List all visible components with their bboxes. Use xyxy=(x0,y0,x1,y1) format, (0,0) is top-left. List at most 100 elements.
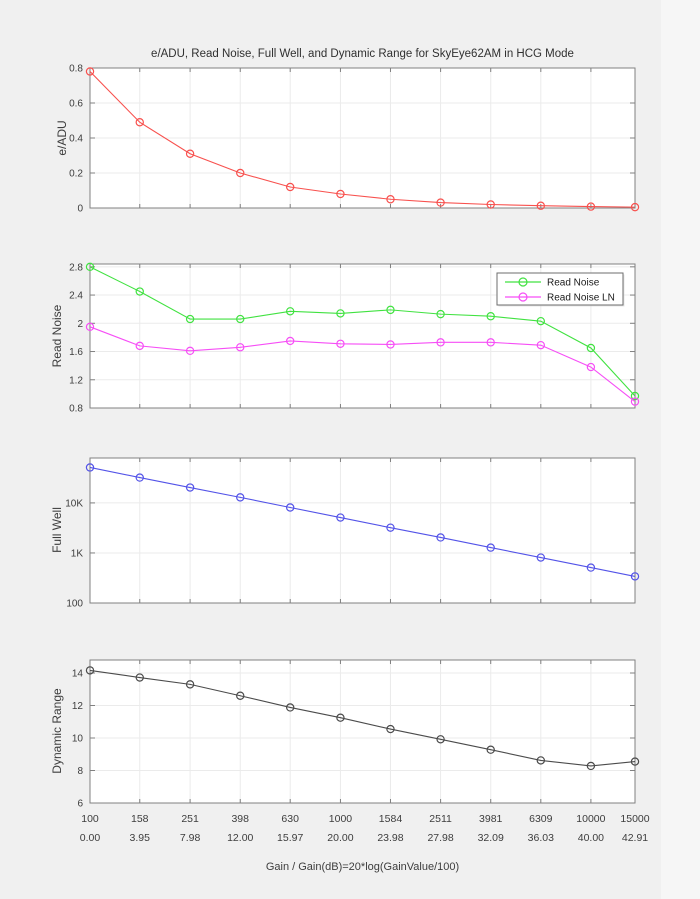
legend-box xyxy=(496,272,624,306)
x-tick-label-gain: 10000 xyxy=(576,813,605,825)
data-point-marker xyxy=(630,391,640,401)
x-tick-label-db: 0.00 xyxy=(80,832,101,844)
data-point-marker xyxy=(586,343,596,353)
data-point-marker xyxy=(386,724,395,734)
x-tick-label-gain: 3981 xyxy=(479,813,503,825)
series-read-noise-ln xyxy=(85,322,640,406)
series-read-noise xyxy=(85,262,640,401)
y-tick-label: 10K xyxy=(65,498,83,509)
data-point-marker xyxy=(536,201,545,210)
x-tick-label-db: 7.98 xyxy=(180,832,201,844)
data-point-marker xyxy=(285,336,295,346)
x-tick-label-gain: 630 xyxy=(281,813,299,825)
data-point-marker xyxy=(135,473,144,482)
data-point-marker xyxy=(486,543,495,552)
x-tick-label-gain: 1584 xyxy=(379,813,403,825)
data-point-marker xyxy=(630,397,640,406)
plot-box xyxy=(89,67,636,209)
data-point-marker xyxy=(135,341,144,351)
data-point-marker xyxy=(536,756,545,765)
data-point-marker xyxy=(236,314,245,324)
data-point-marker xyxy=(285,503,295,512)
gridlines xyxy=(90,458,635,603)
data-point-marker xyxy=(85,463,95,472)
x-tick-labels: 100 0.00 158 3.95 251 7.98 398 12.00 630 15.97 100… xyxy=(80,813,650,844)
data-point-marker xyxy=(285,307,295,316)
legend-marker-sample xyxy=(518,277,528,287)
y-tick-label: 0 xyxy=(77,204,83,215)
data-point-marker xyxy=(336,339,345,348)
legend-entry-label: Read Noise xyxy=(547,278,600,289)
legend-marker-sample xyxy=(518,292,528,302)
y-tick-label: 2.8 xyxy=(69,262,83,273)
plot-box xyxy=(89,457,636,604)
data-point-marker xyxy=(486,312,495,321)
data-point-marker xyxy=(486,200,495,209)
plot-box xyxy=(89,263,636,409)
data-point-marker xyxy=(185,680,195,689)
subplot-full-well: 100 1K 10K xyxy=(65,457,640,610)
x-tick-label-gain: 158 xyxy=(131,813,149,825)
x-tick-label-db: 3.95 xyxy=(130,832,151,844)
figure-title: e/ADU, Read Noise, Full Well, and Dynami… xyxy=(151,48,574,60)
x-tick-label-gain: 6309 xyxy=(529,813,553,825)
data-point-marker xyxy=(85,262,95,272)
data-point-marker xyxy=(135,287,144,296)
data-point-marker xyxy=(436,198,445,207)
data-point-marker xyxy=(285,703,295,712)
y-tick-labels: 0 0.2 0.4 0.6 0.8 xyxy=(69,64,83,215)
x-tick-label-db: 15.97 xyxy=(277,832,303,844)
x-tick-label-gain: 251 xyxy=(181,813,199,825)
gridlines xyxy=(90,660,635,803)
plot-area xyxy=(90,458,635,603)
data-point-marker xyxy=(85,67,95,76)
data-point-marker xyxy=(386,195,395,204)
y-tick-label: 0.4 xyxy=(69,134,83,145)
y-tick-labels: 100 1K 10K xyxy=(65,498,83,609)
series-line xyxy=(89,71,636,208)
data-point-marker xyxy=(336,309,345,318)
series-e-adu xyxy=(85,67,640,212)
data-point-marker xyxy=(386,523,395,532)
data-point-marker xyxy=(185,149,195,158)
x-tick-label-db: 42.91 xyxy=(622,832,648,844)
data-point-marker xyxy=(236,691,245,700)
data-point-marker xyxy=(236,343,245,352)
series-line xyxy=(89,669,636,767)
y-tick-label: 12 xyxy=(72,701,84,712)
x-tick-label-db: 20.00 xyxy=(327,832,353,844)
x-tick-label-db: 40.00 xyxy=(578,832,604,844)
data-point-marker xyxy=(236,493,245,502)
x-tick-label-gain: 398 xyxy=(231,813,249,825)
data-point-marker xyxy=(386,340,395,349)
data-point-marker xyxy=(486,338,495,347)
data-point-marker xyxy=(135,673,144,682)
data-point-marker xyxy=(586,202,596,211)
plot-box xyxy=(89,659,636,804)
y-tick-label: 100 xyxy=(66,599,83,610)
x-tick-label-db: 27.98 xyxy=(427,832,453,844)
data-point-marker xyxy=(536,340,545,350)
x-tick-label-db: 23.98 xyxy=(377,832,403,844)
y-tick-label: 0.2 xyxy=(69,169,83,180)
y-axis-label-read-noise: Read Noise xyxy=(50,304,64,368)
y-tick-labels: 6 8 10 12 14 xyxy=(72,669,84,810)
y-tick-label: 0.8 xyxy=(69,64,83,75)
x-tick-label-gain: 100 xyxy=(81,813,99,825)
data-point-marker xyxy=(135,118,144,127)
subplot-read-noise: 0.8 1.2 1.6 2 2.4 2.8 Read Noise Read Noise LN xyxy=(69,262,640,415)
data-point-marker xyxy=(85,322,95,332)
y-tick-label: 2.4 xyxy=(69,291,83,302)
data-point-marker xyxy=(185,314,195,324)
series-line xyxy=(89,466,636,577)
series-line xyxy=(89,266,636,397)
data-point-marker xyxy=(285,182,295,192)
data-point-marker xyxy=(536,316,545,326)
data-point-marker xyxy=(586,761,596,771)
data-point-marker xyxy=(436,735,445,744)
y-tick-label: 6 xyxy=(77,799,83,810)
data-point-marker xyxy=(630,757,640,766)
data-point-marker xyxy=(586,362,596,372)
data-point-marker xyxy=(630,572,640,581)
